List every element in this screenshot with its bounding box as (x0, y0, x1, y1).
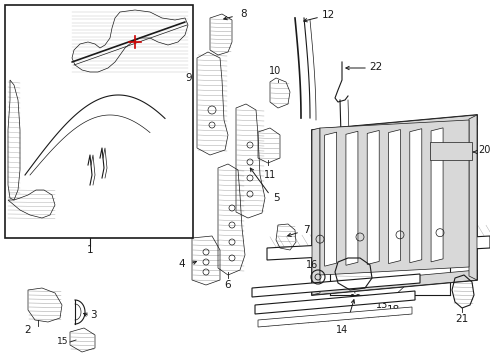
Text: 8: 8 (241, 9, 247, 19)
Text: 1: 1 (87, 245, 93, 255)
Text: 4: 4 (179, 259, 185, 269)
Text: 14: 14 (336, 325, 348, 335)
Text: 11: 11 (264, 170, 276, 180)
Polygon shape (252, 274, 420, 297)
Text: 13: 13 (376, 300, 388, 310)
Polygon shape (312, 115, 477, 295)
Polygon shape (312, 128, 320, 295)
Text: 5: 5 (273, 193, 279, 203)
Polygon shape (255, 291, 415, 314)
Polygon shape (320, 120, 469, 275)
Polygon shape (431, 128, 443, 262)
Polygon shape (325, 132, 337, 266)
Polygon shape (367, 130, 379, 265)
Text: 12: 12 (321, 10, 335, 20)
Polygon shape (312, 270, 477, 295)
Text: 15: 15 (56, 338, 68, 346)
Polygon shape (389, 130, 400, 264)
Text: 2: 2 (24, 325, 31, 335)
Polygon shape (469, 115, 477, 280)
Text: 17: 17 (347, 153, 359, 163)
Text: 6: 6 (225, 280, 231, 290)
Bar (5, 5, 193, 238)
Text: 18: 18 (387, 305, 400, 315)
Text: 20: 20 (478, 145, 490, 155)
Polygon shape (258, 307, 412, 327)
Text: 7: 7 (303, 225, 309, 235)
Text: 9: 9 (185, 73, 192, 83)
Text: 22: 22 (369, 62, 383, 72)
Text: 19: 19 (350, 294, 362, 304)
Polygon shape (267, 236, 490, 260)
Text: 3: 3 (90, 310, 97, 320)
Polygon shape (346, 131, 358, 265)
Text: 16: 16 (306, 260, 318, 270)
Text: 10: 10 (269, 66, 281, 76)
Polygon shape (312, 115, 477, 140)
Bar (430, 142, 472, 160)
Polygon shape (410, 129, 422, 263)
Text: 21: 21 (455, 314, 468, 324)
